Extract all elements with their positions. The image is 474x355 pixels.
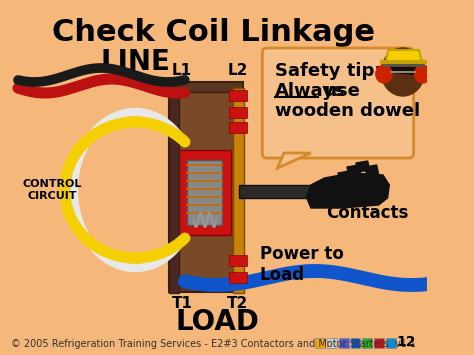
Text: L1: L1 [172,63,192,78]
Text: CONTROL
CIRCUIT: CONTROL CIRCUIT [23,179,82,201]
Text: L2: L2 [228,63,248,78]
Circle shape [376,65,392,83]
Polygon shape [386,50,422,62]
Text: 12: 12 [397,335,416,349]
FancyBboxPatch shape [229,107,247,118]
FancyBboxPatch shape [169,82,243,292]
Polygon shape [306,173,389,208]
Text: use: use [318,82,360,100]
FancyBboxPatch shape [229,255,247,266]
FancyBboxPatch shape [187,160,222,225]
FancyBboxPatch shape [262,48,414,158]
FancyBboxPatch shape [351,338,361,348]
Text: LINE: LINE [101,48,171,76]
FancyBboxPatch shape [339,338,349,348]
Polygon shape [278,153,311,168]
FancyBboxPatch shape [362,338,372,348]
Text: LOAD: LOAD [176,308,260,336]
FancyBboxPatch shape [374,338,384,348]
FancyBboxPatch shape [233,88,244,293]
Text: T1: T1 [172,296,192,311]
Text: Safety tip:: Safety tip: [275,62,382,80]
FancyBboxPatch shape [315,338,325,348]
Polygon shape [388,50,422,75]
FancyBboxPatch shape [178,150,231,235]
Circle shape [415,65,431,83]
FancyBboxPatch shape [229,272,247,283]
FancyBboxPatch shape [174,92,239,287]
Text: Always: Always [275,82,346,100]
Circle shape [381,48,425,96]
Text: wooden dowel: wooden dowel [275,102,420,120]
Text: Power to
Load: Power to Load [260,245,344,284]
FancyBboxPatch shape [239,185,333,198]
FancyBboxPatch shape [386,338,396,348]
Polygon shape [365,165,379,176]
FancyBboxPatch shape [229,90,247,101]
Polygon shape [356,161,370,172]
FancyBboxPatch shape [169,88,179,293]
Polygon shape [347,165,361,176]
FancyBboxPatch shape [229,122,247,133]
Text: T2: T2 [228,296,248,311]
Text: © 2005 Refrigeration Training Services - E2#3 Contactors and Motor Starters  v1.: © 2005 Refrigeration Training Services -… [11,339,416,349]
Text: Close
Contacts: Close Contacts [326,183,409,222]
Polygon shape [338,171,352,182]
FancyBboxPatch shape [327,338,337,348]
Text: Check Coil Linkage: Check Coil Linkage [52,18,375,47]
